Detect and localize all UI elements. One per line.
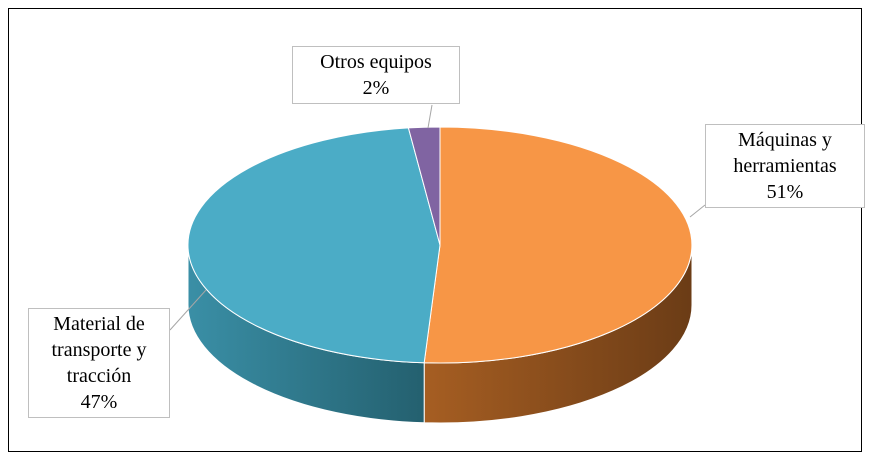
leader-line <box>169 289 207 331</box>
category-label: Otros equipos <box>320 51 432 73</box>
value-label: 2% <box>362 77 390 99</box>
category-label: Material de transporte y tracción <box>51 313 147 387</box>
chart-frame <box>8 8 862 452</box>
slice <box>407 126 441 246</box>
value-label: 51% <box>766 181 804 203</box>
category-label: Máquinas y herramientas <box>733 129 837 177</box>
slice <box>187 127 441 364</box>
value-label: 47% <box>80 391 118 413</box>
data-label: Otros equipos 2% <box>292 46 460 104</box>
data-label: Máquinas y herramientas 51% <box>705 124 865 208</box>
leader-line <box>689 204 706 218</box>
leader-line <box>427 104 433 129</box>
data-label: Material de transporte y tracción 47% <box>28 308 170 418</box>
slice <box>423 126 693 364</box>
